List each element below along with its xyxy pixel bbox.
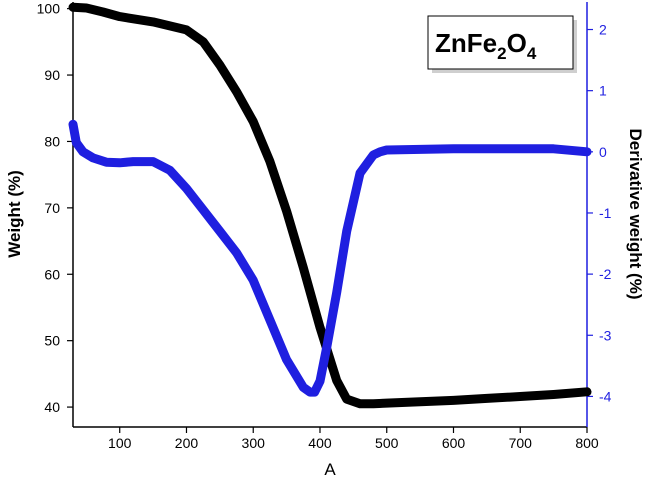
derivative-weight-curve — [68, 119, 592, 397]
y-tick-label: 100 — [37, 1, 61, 17]
x-tick-label: 200 — [175, 435, 199, 451]
legend-formula: ZnFe2O4 — [435, 28, 537, 63]
y2-tick-label: -4 — [599, 388, 612, 404]
x-tick-label: 700 — [509, 435, 533, 451]
x-tick-label: 800 — [575, 435, 599, 451]
legend-formula-subscript: 2 — [497, 44, 506, 63]
y-axis-title: Weight (%) — [5, 170, 24, 258]
x-tick-label: 300 — [242, 435, 266, 451]
y2-tick-label: -3 — [599, 327, 612, 343]
legend-box: ZnFe2O4 — [427, 15, 577, 73]
legend-formula-part: ZnFe — [435, 28, 497, 58]
y2-tick-label: 0 — [599, 144, 607, 160]
x-tick-label: 100 — [108, 435, 132, 451]
y2-axis-ticks: -4 -3 -2 -1 0 1 2 — [587, 22, 612, 404]
x-tick-label: 400 — [308, 435, 332, 451]
legend-box-frame — [427, 15, 574, 70]
y2-tick-label: 2 — [599, 22, 607, 38]
y-axis-ticks: 40 50 60 70 80 90 100 — [37, 1, 73, 415]
series-layer — [68, 2, 592, 409]
y2-tick-label: -1 — [599, 205, 612, 221]
legend-formula-subscript: 4 — [527, 44, 537, 63]
y-tick-label: 60 — [44, 266, 60, 282]
x-tick-label: 500 — [375, 435, 399, 451]
y-tick-label: 90 — [44, 67, 60, 83]
legend-formula-part: O — [507, 28, 527, 58]
y-tick-label: 70 — [44, 200, 60, 216]
y2-axis-title: Derivative weight (%) — [626, 129, 645, 300]
x-axis-title: A — [324, 460, 336, 479]
y-tick-label: 80 — [44, 133, 60, 149]
weight-curve — [68, 2, 592, 409]
x-axis-ticks: 100 200 300 400 500 600 700 800 — [108, 427, 599, 451]
plot-area-frame — [72, 2, 588, 428]
y2-tick-label: 1 — [599, 83, 607, 99]
x-tick-label: 600 — [442, 435, 466, 451]
y-tick-label: 50 — [44, 333, 60, 349]
y-tick-label: 40 — [44, 399, 60, 415]
y2-tick-label: -2 — [599, 266, 612, 282]
